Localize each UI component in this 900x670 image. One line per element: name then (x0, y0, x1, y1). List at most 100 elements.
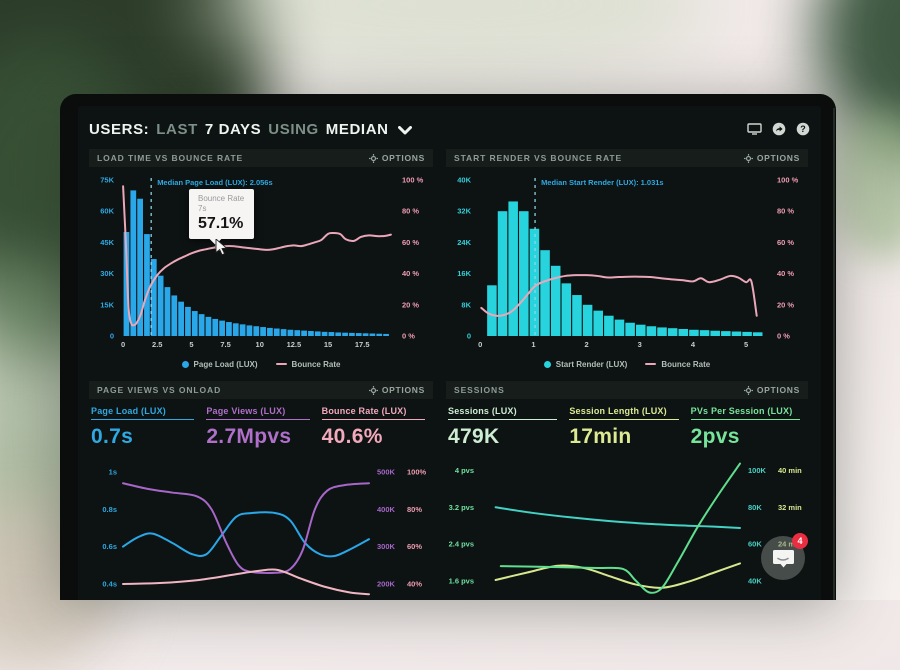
svg-text:300K: 300K (377, 542, 396, 551)
svg-text:100 %: 100 % (402, 176, 424, 185)
tooltip-x-value: 7s (198, 204, 207, 213)
legend-page-load: Page Load (LUX) (181, 360, 258, 369)
sessions-line-chart[interactable]: 4 pvs 100K 40 min 3.2 pvs 80K 32 min 2.4 pvs 60… (446, 451, 808, 600)
legend-bounce-rate: Bounce Rate (645, 360, 710, 369)
panel-header: START RENDER VS BOUNCE RATE OPTIONS (446, 149, 808, 167)
options-button[interactable]: OPTIONS (368, 153, 425, 163)
metric-value: 17min (569, 425, 632, 448)
tooltip-series-label: Bounce Rate (198, 194, 245, 203)
panel-title: START RENDER VS BOUNCE RATE (454, 153, 623, 163)
svg-text:1.6 pvs: 1.6 pvs (449, 576, 474, 585)
bounce-rate-tooltip: Bounce Rate 7s 57.1% (189, 189, 255, 239)
gear-icon (743, 385, 753, 395)
svg-text:4 pvs: 4 pvs (455, 466, 474, 475)
options-button[interactable]: OPTIONS (368, 385, 425, 395)
metric-bounce-rate: Bounce Rate (LUX) 40.6% (321, 406, 425, 449)
svg-text:60 %: 60 % (777, 238, 794, 247)
tooltip-value: 57.1% (198, 215, 244, 232)
panel-header: SESSIONS OPTIONS (446, 381, 808, 399)
header-toolbar: ? (747, 122, 810, 136)
svg-text:75K: 75K (100, 176, 114, 185)
panel-load-time-vs-bounce-rate: LOAD TIME VS BOUNCE RATE OPTIONS (89, 149, 433, 375)
svg-text:80 %: 80 % (777, 207, 794, 216)
svg-text:200K: 200K (377, 579, 396, 588)
display-icon[interactable] (747, 123, 762, 135)
svg-text:45K: 45K (100, 238, 114, 247)
svg-text:1: 1 (531, 340, 535, 349)
dashboard-screen: USERS: LAST 7 DAYS USING MEDIAN (78, 106, 821, 600)
metrics-row: Page Load (LUX) 0.7s Page Views (LUX) 2.… (89, 399, 433, 451)
svg-text:1s: 1s (109, 468, 117, 477)
svg-text:24K: 24K (457, 238, 471, 247)
svg-text:?: ? (800, 124, 806, 134)
svg-text:17.5: 17.5 (355, 340, 370, 349)
svg-text:4: 4 (691, 340, 696, 349)
metric-label: Page Load (LUX) (91, 406, 195, 420)
gear-icon (368, 153, 378, 163)
svg-text:100K: 100K (748, 466, 767, 475)
svg-text:0: 0 (121, 340, 125, 349)
svg-text:3: 3 (638, 340, 642, 349)
svg-text:0.4s: 0.4s (102, 579, 117, 588)
share-icon[interactable] (772, 122, 786, 136)
svg-text:Median Page Load (LUX): 2.056s: Median Page Load (LUX): 2.056s (157, 178, 272, 187)
load-time-histogram[interactable]: 0 15K 30K 45K 60K 75K 0 % 20 % 40 % 60 % 80 % 100 %… (89, 167, 433, 351)
legend-label: Bounce Rate (661, 359, 711, 369)
panel-header: PAGE VIEWS VS ONLOAD OPTIONS (89, 381, 433, 399)
svg-text:15K: 15K (100, 300, 114, 309)
svg-text:8K: 8K (461, 300, 471, 309)
svg-text:60%: 60% (407, 542, 422, 551)
metric-label: Session Length (LUX) (569, 406, 679, 420)
metric-sessions: Sessions (LUX) 479K (448, 406, 558, 449)
options-label: OPTIONS (756, 385, 800, 395)
legend-dash (275, 363, 287, 365)
panel-grid: LOAD TIME VS BOUNCE RATE OPTIONS (89, 149, 810, 600)
header-last-label: LAST (156, 120, 198, 138)
svg-text:32K: 32K (457, 207, 471, 216)
svg-text:60K: 60K (100, 207, 114, 216)
help-icon[interactable]: ? (796, 122, 810, 136)
chart-legend: Start Render (LUX) Bounce Rate (446, 355, 808, 373)
svg-text:500K: 500K (377, 468, 396, 477)
metric-label: PVs Per Session (LUX) (690, 406, 800, 420)
metric-label: Page Views (LUX) (206, 406, 310, 420)
mouse-cursor-icon (215, 239, 227, 256)
notification-badge: 4 (792, 533, 808, 549)
metric-value: 40.6% (321, 425, 383, 448)
metric-page-load: Page Load (LUX) 0.7s (91, 406, 195, 449)
users-range-dropdown[interactable]: USERS: LAST 7 DAYS USING MEDIAN (89, 121, 412, 138)
svg-text:20 %: 20 % (777, 300, 794, 309)
svg-text:16K: 16K (457, 269, 471, 278)
svg-text:0: 0 (110, 332, 114, 341)
svg-text:400K: 400K (377, 505, 396, 514)
page-views-onload-line-chart[interactable]: 1s 500K 100% 0.8s 400K 80% 0.6s 300K 60% 0.4s 200K… (89, 451, 433, 600)
background-plant-leaf (833, 110, 900, 260)
metric-value: 0.7s (91, 425, 134, 448)
svg-text:0.6s: 0.6s (102, 542, 117, 551)
start-render-histogram[interactable]: 0 8K 16K 24K 32K 40K 0 % 20 % 40 % 60 % 80 % 100 % 0… (446, 167, 808, 351)
svg-text:0: 0 (478, 340, 482, 349)
svg-text:40 %: 40 % (402, 269, 419, 278)
svg-text:80 %: 80 % (402, 207, 419, 216)
legend-bounce-rate: Bounce Rate (275, 360, 340, 369)
svg-text:0 %: 0 % (777, 332, 790, 341)
svg-text:40K: 40K (748, 576, 762, 585)
svg-text:0: 0 (467, 332, 471, 341)
metric-value: 2.7Mpvs (206, 425, 292, 448)
options-button[interactable]: OPTIONS (743, 385, 800, 395)
svg-text:40 min: 40 min (778, 466, 802, 475)
svg-text:2.5: 2.5 (152, 340, 162, 349)
messenger-button[interactable]: 4 (761, 533, 808, 580)
chart-legend: Page Load (LUX) Bounce Rate (89, 355, 433, 373)
panel-start-render-vs-bounce-rate: START RENDER VS BOUNCE RATE OPTIONS (446, 149, 808, 375)
options-label: OPTIONS (381, 385, 425, 395)
gear-icon (368, 385, 378, 395)
options-label: OPTIONS (381, 153, 425, 163)
options-button[interactable]: OPTIONS (743, 153, 800, 163)
options-label: OPTIONS (756, 153, 800, 163)
svg-text:100%: 100% (407, 468, 427, 477)
header-users-label: USERS: (89, 120, 150, 138)
legend-dash (645, 363, 657, 365)
svg-text:80K: 80K (748, 503, 762, 512)
header-days-label: 7 DAYS (204, 120, 262, 138)
